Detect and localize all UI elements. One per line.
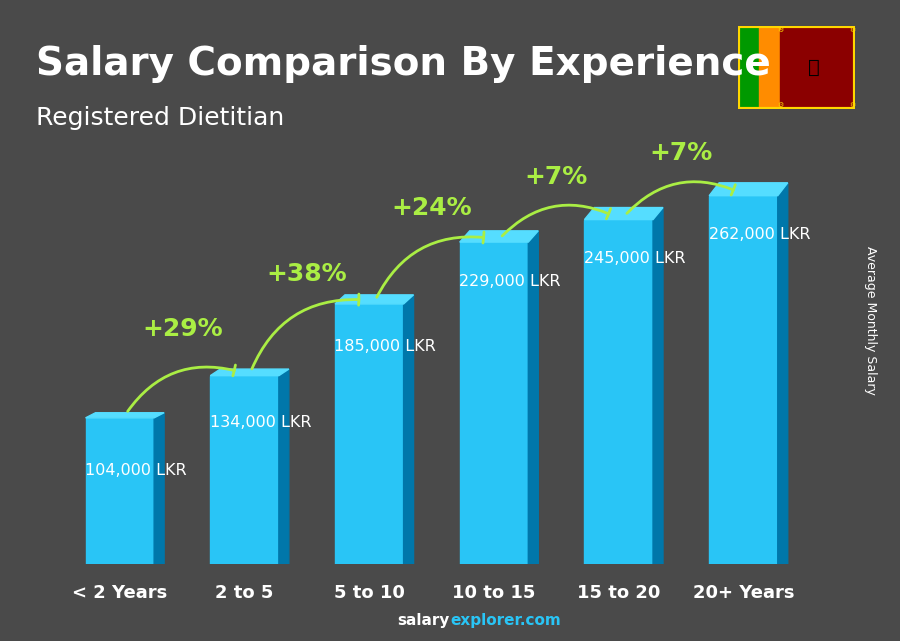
Polygon shape <box>335 295 414 304</box>
Text: 2 to 5: 2 to 5 <box>215 584 274 602</box>
Text: 134,000 LKR: 134,000 LKR <box>210 415 311 430</box>
Polygon shape <box>211 369 289 376</box>
Text: Average Monthly Salary: Average Monthly Salary <box>865 246 878 395</box>
Polygon shape <box>709 183 788 196</box>
Bar <box>709 196 778 564</box>
Polygon shape <box>86 413 164 418</box>
Text: 104,000 LKR: 104,000 LKR <box>85 463 186 478</box>
Bar <box>584 220 653 564</box>
Text: Salary Comparison By Experience: Salary Comparison By Experience <box>36 45 770 83</box>
Text: ⚙: ⚙ <box>777 27 783 33</box>
Polygon shape <box>584 208 663 220</box>
Text: +7%: +7% <box>650 142 713 165</box>
Polygon shape <box>528 231 538 564</box>
Text: 262,000 LKR: 262,000 LKR <box>708 227 810 242</box>
Text: explorer.com: explorer.com <box>450 613 561 628</box>
Text: 5 to 10: 5 to 10 <box>334 584 405 602</box>
Polygon shape <box>403 295 414 564</box>
Polygon shape <box>279 369 289 564</box>
Bar <box>780 29 852 104</box>
Text: ⚙: ⚙ <box>850 27 856 33</box>
Text: 10 to 15: 10 to 15 <box>453 584 536 602</box>
Polygon shape <box>778 183 788 564</box>
Text: ⚙: ⚙ <box>850 102 856 108</box>
Bar <box>460 242 528 564</box>
Bar <box>738 26 759 109</box>
Text: +7%: +7% <box>525 165 588 188</box>
Polygon shape <box>653 208 663 564</box>
Text: 🦁: 🦁 <box>808 58 820 77</box>
Text: 185,000 LKR: 185,000 LKR <box>335 339 436 354</box>
Text: 229,000 LKR: 229,000 LKR <box>459 274 561 290</box>
Text: 15 to 20: 15 to 20 <box>577 584 661 602</box>
Polygon shape <box>154 413 164 564</box>
Text: +38%: +38% <box>266 262 347 287</box>
Text: ⚙: ⚙ <box>777 102 783 108</box>
Text: +24%: +24% <box>392 196 472 220</box>
Polygon shape <box>460 231 538 242</box>
Bar <box>86 418 154 564</box>
Text: 245,000 LKR: 245,000 LKR <box>584 251 685 265</box>
Bar <box>211 376 279 564</box>
Text: Registered Dietitian: Registered Dietitian <box>36 106 284 129</box>
Text: < 2 Years: < 2 Years <box>72 584 167 602</box>
Text: 20+ Years: 20+ Years <box>693 584 794 602</box>
Bar <box>759 26 780 109</box>
Text: +29%: +29% <box>142 317 222 340</box>
Text: salary: salary <box>398 613 450 628</box>
Bar <box>335 304 403 564</box>
